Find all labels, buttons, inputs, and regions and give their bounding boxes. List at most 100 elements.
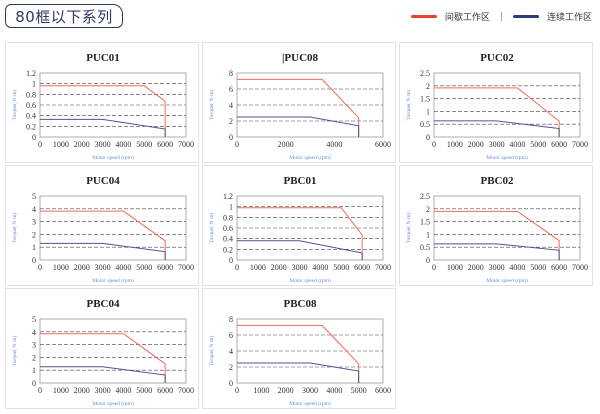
y-tick-label: 5 bbox=[32, 315, 36, 324]
y-tick-label: 1.5 bbox=[420, 218, 430, 227]
series-continuous-line bbox=[237, 240, 363, 260]
series-intermittent-line bbox=[40, 85, 166, 137]
y-tick-label: 0 bbox=[229, 256, 233, 265]
x-tick-label: 4000 bbox=[326, 140, 342, 149]
series-continuous-line bbox=[40, 242, 166, 260]
x-tick-label: 4000 bbox=[115, 386, 131, 395]
legend-swatch-continuous bbox=[512, 15, 539, 18]
plot-frame bbox=[433, 195, 581, 261]
chart-title: PUC04 bbox=[86, 175, 120, 187]
x-tick-label: 4000 bbox=[509, 140, 525, 149]
legend-separator: | bbox=[499, 11, 503, 22]
x-tick-label: 6000 bbox=[551, 140, 567, 149]
y-tick-label: 3 bbox=[32, 341, 36, 350]
x-tick-label: 4000 bbox=[115, 263, 131, 272]
x-axis-label: Motor speed (rpm) bbox=[486, 154, 528, 161]
y-tick-label: 1.2 bbox=[223, 192, 233, 201]
chart-title: PUC02 bbox=[480, 52, 514, 64]
y-tick-label: 0.2 bbox=[26, 122, 36, 131]
x-axis-label: Motor speed (rpm) bbox=[92, 277, 134, 284]
y-tick-label: 1 bbox=[229, 203, 233, 212]
x-tick-label: 7000 bbox=[178, 140, 194, 149]
y-tick-label: 1.5 bbox=[420, 95, 430, 104]
x-tick-label: 3000 bbox=[95, 263, 111, 272]
series-continuous-line bbox=[434, 120, 560, 137]
chart: PUC02 0 0.5 1 1.5 2 2.5 0 1000 2000 3000 4000 5000 60… bbox=[405, 52, 588, 161]
x-tick-label: 4000 bbox=[326, 386, 342, 395]
y-axis-label: Torque( N·m) bbox=[11, 90, 18, 121]
series-continuous-line bbox=[237, 362, 360, 383]
chart-title: PBC01 bbox=[284, 175, 317, 187]
y-tick-label: 1 bbox=[426, 107, 430, 116]
y-tick-label: 1.2 bbox=[26, 69, 36, 78]
x-tick-label: 5000 bbox=[136, 140, 152, 149]
series-intermittent-line bbox=[40, 210, 166, 260]
x-tick-label: 3000 bbox=[95, 386, 111, 395]
x-axis-label: Motor speed (rpm) bbox=[289, 400, 331, 407]
x-tick-label: 3000 bbox=[489, 263, 505, 272]
x-tick-label: 0 bbox=[235, 386, 239, 395]
x-axis-label: Motor speed (rpm) bbox=[486, 277, 528, 284]
x-tick-label: 1000 bbox=[250, 263, 266, 272]
x-tick-label: 7000 bbox=[178, 263, 194, 272]
y-tick-label: 0 bbox=[32, 379, 36, 388]
chart: PUC04 0 1 2 3 4 5 0 1000 2000 3000 4000 5000 6000 7000… bbox=[11, 175, 194, 284]
x-axis-label: Motor speed (rpm) bbox=[92, 400, 134, 407]
y-tick-label: 2 bbox=[229, 363, 233, 372]
x-tick-label: 7000 bbox=[572, 140, 588, 149]
chart-panel: |PUC08 0 2 4 6 8 0 2000 4000 6000 Motor speed (rpm… bbox=[202, 42, 396, 163]
y-tick-label: 2 bbox=[32, 230, 36, 239]
chart-title: |PUC08 bbox=[282, 52, 319, 64]
chart-panel: PBC02 0 0.5 1 1.5 2 2.5 0 1000 2000 3000 4000 5000 60… bbox=[399, 165, 593, 286]
y-tick-label: 4 bbox=[229, 101, 233, 110]
chart: PBC08 0 2 4 6 8 0 1000 2000 3000 4000 5000 6000 Motor… bbox=[208, 298, 391, 407]
series-continuous-line bbox=[237, 116, 360, 137]
legend-label-intermittent: 间歇工作区 bbox=[444, 13, 490, 23]
x-tick-label: 6000 bbox=[157, 386, 173, 395]
y-tick-label: 2.5 bbox=[420, 192, 430, 201]
x-tick-label: 0 bbox=[235, 263, 239, 272]
chart-title: PBC08 bbox=[284, 298, 318, 310]
chart: PBC04 0 1 2 3 4 5 0 1000 2000 3000 4000 5000 6000 7000… bbox=[11, 298, 194, 407]
x-tick-label: 1000 bbox=[53, 386, 69, 395]
series-intermittent-line bbox=[237, 207, 363, 260]
x-tick-label: 3000 bbox=[95, 140, 111, 149]
y-tick-label: 2 bbox=[229, 117, 233, 126]
y-tick-label: 3 bbox=[32, 218, 36, 227]
y-tick-label: 8 bbox=[229, 69, 233, 78]
y-tick-label: 4 bbox=[229, 347, 233, 356]
series-intermittent-line bbox=[237, 78, 360, 137]
x-tick-label: 7000 bbox=[572, 263, 588, 272]
x-tick-label: 2000 bbox=[278, 386, 294, 395]
legend-label-continuous: 连续工作区 bbox=[546, 13, 592, 23]
x-tick-label: 5000 bbox=[333, 263, 349, 272]
y-tick-label: 4 bbox=[32, 205, 36, 214]
legend: 间歇工作区 | 连续工作区 bbox=[410, 10, 592, 23]
y-axis-label: Torque( N·m) bbox=[405, 213, 412, 244]
x-tick-label: 5000 bbox=[136, 263, 152, 272]
y-tick-label: 0.4 bbox=[223, 235, 233, 244]
series-continuous-line bbox=[40, 366, 166, 383]
y-tick-label: 0 bbox=[426, 256, 430, 265]
x-tick-label: 2000 bbox=[74, 263, 90, 272]
y-tick-label: 0 bbox=[32, 133, 36, 142]
y-tick-label: 1 bbox=[32, 80, 36, 89]
x-tick-label: 1000 bbox=[447, 263, 463, 272]
y-tick-label: 0.6 bbox=[223, 224, 233, 233]
y-tick-label: 0.5 bbox=[420, 120, 430, 129]
x-tick-label: 3000 bbox=[292, 263, 308, 272]
series-intermittent-line bbox=[434, 87, 560, 137]
x-tick-label: 5000 bbox=[530, 140, 546, 149]
x-tick-label: 2000 bbox=[74, 140, 90, 149]
y-tick-label: 4 bbox=[32, 328, 36, 337]
chart-panel: PUC04 0 1 2 3 4 5 0 1000 2000 3000 4000 5000 6000 7000… bbox=[5, 165, 199, 286]
y-axis-label: Torque( N·m) bbox=[208, 213, 215, 244]
y-tick-label: 0.5 bbox=[420, 243, 430, 252]
y-tick-label: 0.2 bbox=[223, 245, 233, 254]
chart-title: PBC04 bbox=[87, 298, 121, 310]
y-tick-label: 0.8 bbox=[223, 213, 233, 222]
x-tick-label: 1000 bbox=[53, 263, 69, 272]
y-tick-label: 2.5 bbox=[420, 69, 430, 78]
y-tick-label: 6 bbox=[229, 331, 233, 340]
